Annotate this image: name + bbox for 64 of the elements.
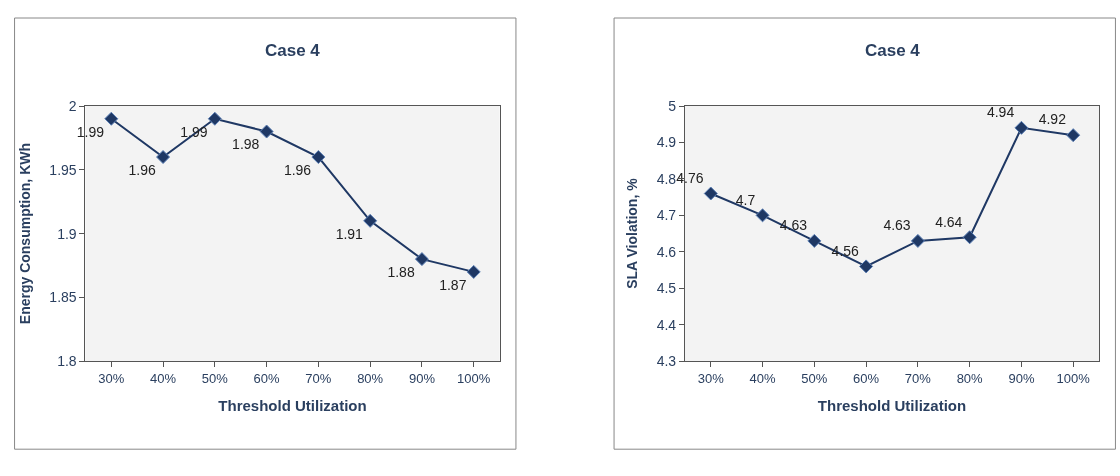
x-tick-label: 70% — [904, 370, 932, 386]
point — [807, 233, 822, 248]
x-tick-label: 90% — [1008, 370, 1035, 386]
y-tick-label: 1.9 — [57, 225, 77, 242]
x-tick-label: 30% — [697, 370, 725, 386]
point — [962, 230, 977, 245]
y-tick-label: 1.8 — [57, 353, 77, 370]
x-tick-label: 30% — [98, 370, 125, 386]
y-tick-label: 1.95 — [49, 161, 77, 178]
x-tick-label: 80% — [357, 370, 384, 386]
y-axis-title: SLA Violation, % — [624, 177, 641, 289]
y-tick-label: 4.9 — [656, 134, 677, 151]
point — [207, 111, 222, 126]
data-label: 1.96 — [128, 161, 157, 178]
y-tick-label: 4.3 — [656, 353, 677, 370]
point — [1066, 128, 1081, 143]
data-label: 4.63 — [883, 217, 911, 234]
chart-title: Case 4 — [865, 41, 921, 60]
point — [104, 111, 119, 126]
x-tick-label: 40% — [749, 370, 776, 386]
point — [156, 150, 171, 165]
data-label: 4.7 — [735, 191, 756, 208]
chart-title: Case 4 — [265, 41, 321, 60]
x-tick-label: 80% — [956, 370, 984, 386]
point — [311, 150, 326, 165]
y-tick-label: 1.85 — [49, 289, 77, 306]
x-tick-label: 100% — [457, 370, 491, 386]
x-tick-label: 90% — [408, 370, 436, 386]
x-tick-label: 60% — [853, 370, 880, 386]
data-label: 1.88 — [387, 263, 415, 280]
y-tick-label: 4.8 — [656, 170, 677, 187]
point — [414, 252, 429, 267]
y-axis-title: Energy Consumption, KWh — [16, 142, 33, 325]
data-label: 1.91 — [335, 225, 364, 242]
y-tick-label: 4.4 — [656, 316, 677, 333]
x-axis-title: Threshold Utilization — [218, 396, 367, 414]
point — [363, 213, 378, 228]
x-tick-label: 50% — [801, 370, 828, 386]
y-tick-label: 4.5 — [656, 280, 677, 297]
data-label: 4.64 — [935, 213, 963, 230]
x-tick-label: 40% — [150, 370, 177, 386]
point — [755, 208, 770, 223]
x-tick-label: 70% — [305, 370, 332, 386]
y-tick-label: 2 — [68, 97, 77, 114]
x-tick-label: 50% — [201, 370, 229, 386]
y-tick-label: 4.7 — [656, 207, 677, 224]
data-label: 4.92 — [1038, 111, 1067, 128]
data-label: 1.96 — [283, 161, 312, 178]
point — [466, 264, 481, 279]
x-tick-label: 60% — [253, 370, 281, 386]
point — [259, 124, 274, 139]
x-tick-label: 100% — [1056, 370, 1091, 386]
data-label: 4.94 — [986, 104, 1015, 121]
point — [859, 259, 874, 274]
data-label: 4.63 — [779, 217, 808, 234]
data-label: 4.56 — [831, 242, 860, 259]
y-tick-label: 4.6 — [656, 243, 677, 260]
data-label: 1.98 — [232, 136, 260, 153]
point — [910, 233, 925, 248]
y-tick-label: 5 — [668, 97, 677, 114]
point — [1014, 120, 1029, 135]
data-label: 1.87 — [439, 276, 467, 293]
x-axis-title: Threshold Utilization — [817, 396, 967, 414]
point — [703, 186, 718, 201]
